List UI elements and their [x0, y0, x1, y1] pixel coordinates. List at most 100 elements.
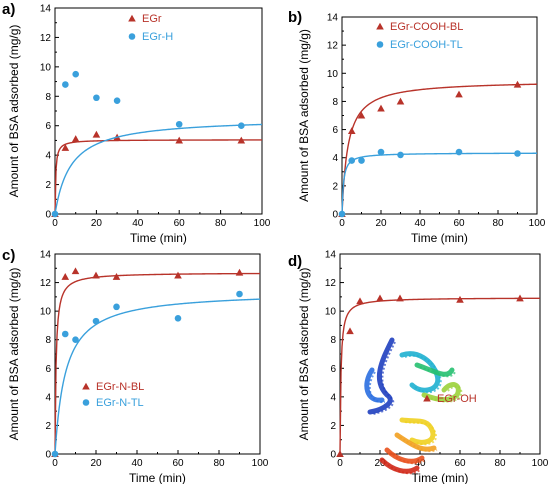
- data-point: [174, 314, 182, 322]
- data-point: [516, 294, 524, 302]
- y-tick-label: 2: [45, 421, 51, 432]
- x-tick-label: 40: [131, 458, 143, 469]
- data-point: [238, 122, 245, 130]
- y-tick-label: 6: [330, 364, 336, 375]
- y-tick-label: 4: [45, 392, 51, 403]
- data-point: [455, 148, 463, 156]
- data-point: [358, 157, 365, 164]
- y-tick-label: 14: [325, 250, 337, 261]
- chart-panel: 0 20 40 60 80 100 0 2 4 6 8 10 12 14 Time (min) Amount …: [288, 250, 549, 484]
- data-point: [62, 81, 69, 88]
- y-tick-label: 10: [327, 69, 339, 80]
- legend-marker: [376, 41, 384, 48]
- x-tick-label: 20: [375, 218, 387, 229]
- data-point: [455, 90, 463, 98]
- x-tick-label: 80: [215, 218, 227, 229]
- fit-curve: [54, 272, 260, 455]
- x-tick-label: 80: [494, 458, 506, 469]
- legend-entry: EGr-H: [142, 31, 173, 43]
- panel-letter: c): [2, 247, 15, 264]
- x-tick-label: 20: [91, 218, 103, 229]
- data-point: [93, 94, 100, 102]
- data-point: [376, 294, 384, 302]
- y-tick-label: 12: [325, 278, 337, 289]
- data-point: [61, 143, 70, 151]
- protein-ribbon-segment: [399, 417, 436, 445]
- data-point: [338, 210, 346, 218]
- data-point: [51, 450, 59, 458]
- data-point: [61, 330, 69, 338]
- y-axis-label: Amount of BSA adsorbed (mg/g): [7, 268, 21, 441]
- legend-marker: [82, 382, 90, 390]
- chart-panel: 0 20 40 60 80 100 0 2 4 6 8 10 12 14 Time (min) Amount …: [288, 9, 546, 245]
- data-point: [397, 151, 404, 159]
- data-point: [456, 295, 464, 303]
- x-tick-label: 40: [414, 218, 426, 229]
- data-point: [92, 130, 101, 138]
- fit-curve: [54, 123, 263, 215]
- y-tick-label: 4: [330, 392, 336, 403]
- panel-letter: a): [2, 1, 15, 18]
- x-axis-label: Time (min): [130, 231, 187, 245]
- data-point: [396, 97, 405, 105]
- x-axis-label: Time (min): [412, 471, 469, 484]
- x-axis-label: Time (min): [129, 471, 186, 484]
- protein-helix-detail: [384, 461, 421, 475]
- x-tick-label: 60: [454, 458, 466, 469]
- y-tick-label: 0: [45, 450, 51, 461]
- x-tick-label: 0: [52, 218, 58, 229]
- x-tick-label: 20: [374, 458, 386, 469]
- y-tick-label: 2: [332, 181, 338, 192]
- data-point: [113, 303, 120, 311]
- legend-marker: [82, 399, 90, 406]
- x-tick-label: 60: [172, 458, 184, 469]
- y-tick-label: 8: [45, 335, 51, 346]
- y-tick-label: 12: [40, 278, 52, 289]
- data-point: [235, 268, 244, 276]
- legend-marker: [423, 394, 431, 402]
- plot-frame: [339, 253, 541, 455]
- data-point: [237, 136, 246, 144]
- panel-letter: b): [288, 9, 302, 26]
- data-point: [174, 271, 182, 279]
- y-tick-label: 10: [325, 307, 337, 318]
- panel-letter: d): [288, 253, 302, 270]
- data-point: [71, 135, 80, 142]
- data-point: [336, 450, 344, 458]
- legend-entry: EGr-N-BL: [96, 381, 144, 393]
- y-axis-label: Amount of BSA adsorbed (mg/g): [297, 268, 311, 441]
- y-tick-label: 0: [332, 210, 338, 221]
- protein-helix-detail: [368, 371, 386, 404]
- data-point: [112, 273, 121, 280]
- y-tick-label: 2: [45, 180, 51, 191]
- plot-frame: [54, 253, 261, 455]
- legend-entry: EGr-OH: [437, 393, 477, 405]
- chart-panel: 0 20 40 60 80 100 0 2 4 6 8 10 12 14 Time (min) Amount …: [2, 247, 269, 484]
- data-point: [377, 148, 385, 156]
- y-tick-label: 8: [332, 97, 338, 108]
- data-point: [175, 136, 183, 144]
- legend-entry: EGr-COOH-BL: [390, 21, 463, 33]
- x-tick-label: 40: [132, 218, 144, 229]
- fit-curve: [54, 298, 261, 455]
- x-tick-label: 0: [337, 458, 343, 469]
- data-point: [71, 267, 80, 275]
- y-tick-label: 10: [40, 62, 52, 73]
- x-axis-label: Time (min): [411, 231, 468, 245]
- x-tick-label: 100: [532, 458, 549, 469]
- data-point: [175, 120, 183, 128]
- x-tick-label: 80: [213, 458, 225, 469]
- x-tick-label: 60: [453, 218, 465, 229]
- y-axis-label: Amount of BSA adsorbed (mg/g): [7, 25, 21, 198]
- y-tick-label: 14: [40, 4, 52, 15]
- legend-marker: [128, 14, 136, 22]
- data-point: [236, 290, 243, 298]
- y-tick-label: 12: [327, 41, 339, 52]
- data-point: [51, 210, 59, 218]
- data-point: [346, 327, 354, 335]
- y-tick-label: 6: [45, 121, 51, 132]
- data-point: [72, 70, 79, 78]
- y-tick-label: 6: [45, 364, 51, 375]
- y-tick-label: 0: [45, 210, 51, 221]
